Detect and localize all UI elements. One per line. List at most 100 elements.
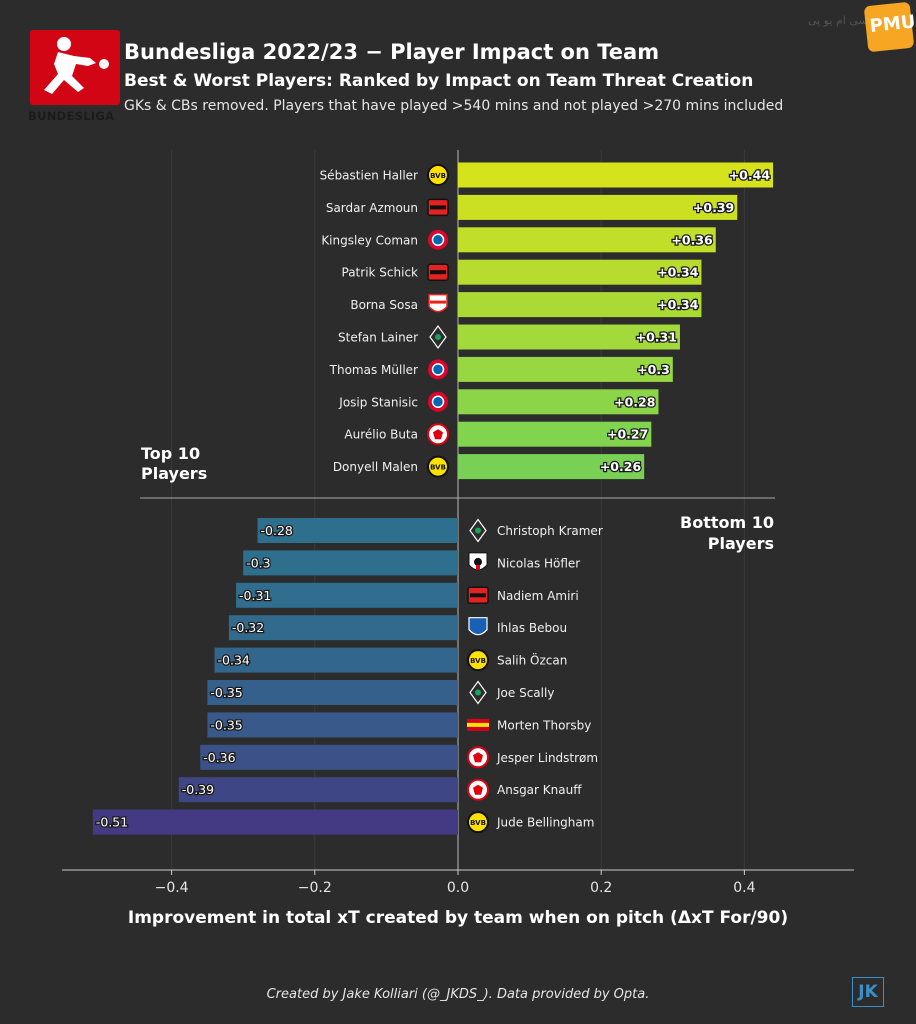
player-name-label: Salih Özcan xyxy=(497,652,567,668)
club-badge-icon xyxy=(428,229,448,250)
top-group-label: Players xyxy=(141,464,207,483)
bar-top-player xyxy=(458,324,680,350)
bar-value-label: -0.39 xyxy=(182,782,214,797)
x-axis-label: Improvement in total xT created by team … xyxy=(128,908,788,928)
club-badge-icon xyxy=(427,263,449,281)
player-name-label: Aurélio Buta xyxy=(344,428,418,442)
player-name-label: Nicolas Höfler xyxy=(497,556,580,570)
svg-text:BVB: BVB xyxy=(470,819,486,827)
player-name-label: Donyell Malen xyxy=(333,460,418,474)
bar-top-player xyxy=(458,356,673,382)
bar-value-label: +0.26 xyxy=(600,459,642,474)
bar-value-label: -0.34 xyxy=(218,653,250,668)
bar-value-label: +0.44 xyxy=(729,168,771,183)
bar-bottom-player xyxy=(92,809,458,835)
logo-wordmark: BUNDESLIGA xyxy=(28,109,115,123)
bar-bottom-player xyxy=(207,712,458,738)
bar-bottom-player xyxy=(228,615,458,641)
bar-value-label: +0.39 xyxy=(693,200,734,215)
bar-value-label: +0.36 xyxy=(671,232,713,247)
bar-value-label: -0.3 xyxy=(246,555,270,570)
bar-value-label: +0.3 xyxy=(637,362,670,377)
player-name-label: Christoph Kramer xyxy=(497,524,603,538)
x-tick-label: −0.2 xyxy=(298,880,332,896)
bar-value-label: +0.31 xyxy=(636,330,677,345)
club-badge-icon: BVB xyxy=(427,164,449,186)
x-tick-label: 0.4 xyxy=(733,880,755,896)
club-badge-icon xyxy=(467,586,489,605)
bar-value-label: +0.34 xyxy=(657,297,699,312)
club-badge-icon xyxy=(468,552,488,571)
svg-text:BVB: BVB xyxy=(430,464,446,472)
bar-value-label: -0.35 xyxy=(210,685,242,700)
watermark-secondary-text: سی ام یو پی xyxy=(808,14,868,27)
club-badge-icon: BVB xyxy=(427,455,449,478)
bottom-group-label: Bottom 10 xyxy=(680,513,774,532)
club-badge-icon: BVB xyxy=(467,649,489,672)
player-name-label: Thomas Müller xyxy=(329,363,418,377)
bar-value-label: +0.34 xyxy=(657,265,699,280)
bar-bottom-player xyxy=(207,680,458,705)
bar-bottom-player xyxy=(178,777,458,803)
bar-value-label: -0.32 xyxy=(232,620,264,635)
player-silhouette-icon xyxy=(44,37,109,94)
club-badge-icon xyxy=(467,746,489,769)
bar-value-label: -0.28 xyxy=(261,523,293,538)
bar-top-player xyxy=(458,292,702,318)
club-badge-icon xyxy=(469,518,487,543)
player-name-label: Sébastien Haller xyxy=(320,169,418,183)
club-badge-icon xyxy=(427,423,449,446)
bar-bottom-player xyxy=(243,550,458,576)
footer-credit: Created by Jake Kolliari (@_JKDS_). Data… xyxy=(266,987,650,1002)
bar-top-player xyxy=(458,421,652,447)
bundesliga-logo xyxy=(30,30,120,105)
chart-title: Bundesliga 2022/23 − Player Impact on Te… xyxy=(124,40,660,64)
x-tick-label: −0.4 xyxy=(155,880,189,896)
player-name-label: Kingsley Coman xyxy=(321,233,418,247)
x-tick-label: 0.0 xyxy=(447,880,469,896)
club-badge-icon xyxy=(428,391,448,412)
club-badge-icon xyxy=(428,359,448,380)
club-badge-icon xyxy=(429,324,447,350)
bar-bottom-player xyxy=(200,744,459,770)
author-monogram: JK xyxy=(852,977,884,1007)
bottom-group-label: Players xyxy=(708,534,774,553)
svg-text:BVB: BVB xyxy=(470,657,486,665)
bar-value-label: -0.31 xyxy=(239,588,271,603)
bar-bottom-player xyxy=(236,582,458,608)
club-badge-icon xyxy=(469,680,487,705)
player-name-label: Patrik Schick xyxy=(342,266,419,280)
player-name-label: Josip Stanisic xyxy=(338,395,418,409)
bar-top-player xyxy=(458,454,645,480)
player-name-label: Ihlas Bebou xyxy=(497,621,567,635)
player-name-label: Ansgar Knauff xyxy=(497,783,582,797)
bar-value-label: -0.51 xyxy=(96,815,128,830)
player-name-label: Jude Bellingham xyxy=(496,816,594,830)
bar-top-player xyxy=(458,162,774,188)
club-badge-icon xyxy=(428,293,448,313)
bar-top-player xyxy=(458,194,738,220)
bar-top-player xyxy=(458,259,702,285)
x-tick-label: 0.2 xyxy=(590,880,612,896)
club-badge-icon xyxy=(467,778,489,801)
chart-note: GKs & CBs removed. Players that have pla… xyxy=(124,98,784,114)
player-name-label: Joe Scally xyxy=(496,686,554,700)
top-group-label: Top 10 xyxy=(141,444,200,463)
bar-value-label: +0.27 xyxy=(607,427,648,442)
bar-top-player xyxy=(458,227,716,253)
svg-text:BVB: BVB xyxy=(430,172,446,180)
chart-subtitle: Best & Worst Players: Ranked by Impact o… xyxy=(124,71,754,91)
bar-value-label: +0.28 xyxy=(614,394,655,409)
bar-bottom-player xyxy=(214,647,458,673)
club-badge-icon xyxy=(467,718,489,731)
player-name-label: Borna Sosa xyxy=(350,298,418,312)
player-name-label: Morten Thorsby xyxy=(497,718,591,732)
player-name-label: Nadiem Amiri xyxy=(497,589,579,603)
club-badge-icon: BVB xyxy=(467,811,489,834)
bar-value-label: -0.35 xyxy=(210,717,242,732)
bar-value-label: -0.36 xyxy=(203,750,235,765)
club-badge-icon xyxy=(427,198,449,217)
player-name-label: Stefan Lainer xyxy=(338,331,418,345)
bar-top-player xyxy=(458,389,659,415)
